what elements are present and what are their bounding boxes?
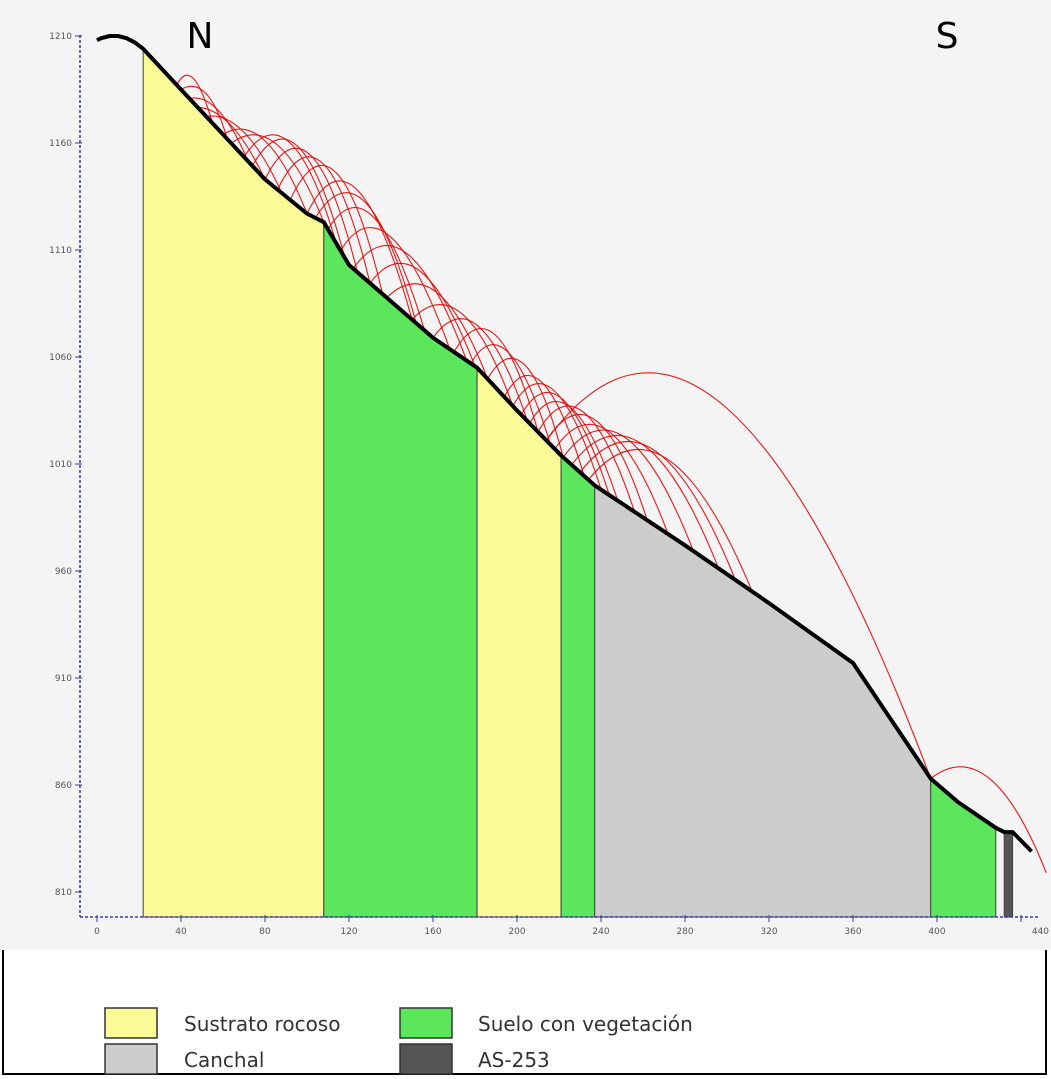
zone-sustrato-rocoso-2 — [476, 366, 562, 918]
x-tick-label: 0 — [94, 927, 100, 937]
legend-label-as-253: AS-253 — [478, 1048, 550, 1072]
zone-sustrato-rocoso-0 — [142, 47, 325, 918]
x-tick-label: 200 — [508, 927, 525, 937]
legend-swatch-suelo-con-vegetacion — [399, 1007, 453, 1039]
y-tick-label: 960 — [55, 567, 72, 577]
direction-label-north: N — [187, 16, 214, 57]
rockfall-trajectories — [176, 74, 1047, 873]
trajectory-31 — [562, 429, 694, 552]
x-tick-label: 240 — [592, 927, 609, 937]
trajectory-32 — [571, 435, 720, 569]
y-tick-label: 910 — [55, 674, 72, 684]
zone-suelo-con-vegetacion-1 — [323, 220, 478, 918]
x-tick-label: 160 — [424, 927, 441, 937]
trajectory-3 — [197, 106, 266, 180]
terrain-profile — [96, 34, 1033, 853]
profile-line — [96, 34, 1033, 853]
y-tick-label: 1160 — [49, 139, 72, 149]
trajectory-18 — [386, 283, 489, 380]
trajectory-15 — [340, 226, 451, 350]
trajectory-7 — [243, 134, 337, 244]
trajectory-1 — [180, 85, 228, 140]
trajectory-21 — [453, 328, 539, 433]
x-tick-label: 80 — [259, 927, 271, 937]
trajectory-22 — [470, 344, 552, 445]
trajectory-16 — [352, 244, 468, 361]
trajectory-0 — [176, 74, 214, 124]
legend-label-canchal: Canchal — [184, 1048, 264, 1072]
trajectory-9 — [264, 147, 358, 273]
trajectory-19 — [411, 304, 514, 407]
trajectory-5 — [222, 128, 308, 214]
legend-label-suelo-con-vegetacion: Suelo con vegetación — [478, 1012, 693, 1036]
legend-swatch-sustrato-rocoso — [104, 1007, 158, 1039]
y-tick-label: 1110 — [49, 246, 72, 256]
trajectory-25 — [512, 383, 602, 490]
y-tick-label: 810 — [55, 888, 72, 898]
trajectory-28 — [537, 405, 636, 513]
trajectory-27 — [529, 401, 619, 501]
direction-label-south: S — [936, 16, 959, 57]
trajectory-35 — [545, 372, 932, 779]
trajectory-10 — [277, 156, 371, 284]
legend: Sustrato rocoso Suelo con vegetación Can… — [104, 1007, 693, 1075]
trajectory-26 — [520, 391, 610, 496]
terrain-zones — [142, 47, 1014, 918]
trajectory-6 — [231, 134, 325, 223]
x-tick-label: 120 — [340, 927, 357, 937]
x-tick-label: 320 — [760, 927, 777, 937]
x-tick-label: 440 — [1032, 927, 1049, 937]
trajectory-2 — [189, 97, 249, 162]
zone-suelo-con-vegetacion-5 — [930, 777, 997, 918]
y-tick-label: 860 — [55, 781, 72, 791]
trajectory-4 — [206, 115, 283, 194]
legend-swatch-canchal — [104, 1043, 158, 1075]
trajectory-23 — [487, 357, 564, 458]
trajectory-30 — [554, 423, 669, 535]
axes: 810 860 910 960 1010 1060 1110 1160 1210 0 40 80 120… — [49, 32, 1049, 937]
legend-swatch-as-253 — [399, 1043, 453, 1075]
x-tick-label: 40 — [175, 927, 187, 937]
trajectory-20 — [432, 318, 529, 422]
trajectory-17 — [369, 262, 476, 367]
trajectory-36 — [930, 766, 1047, 873]
x-tick-label: 360 — [844, 927, 861, 937]
zone-suelo-con-vegetacion-3 — [560, 454, 596, 918]
trajectory-14 — [327, 207, 426, 331]
y-tick-label: 1060 — [49, 353, 72, 363]
trajectory-33 — [579, 440, 736, 581]
trajectory-34 — [587, 448, 753, 592]
trajectory-8 — [251, 138, 346, 258]
trajectory-12 — [306, 180, 413, 320]
legend-label-sustrato-rocoso: Sustrato rocoso — [184, 1012, 340, 1036]
x-tick-label: 280 — [676, 927, 693, 937]
x-tick-label: 400 — [928, 927, 945, 937]
trajectory-13 — [314, 192, 417, 324]
y-tick-label: 1010 — [49, 460, 72, 470]
y-tick-label: 1210 — [49, 32, 72, 42]
zone-as-253-6 — [1003, 831, 1014, 918]
